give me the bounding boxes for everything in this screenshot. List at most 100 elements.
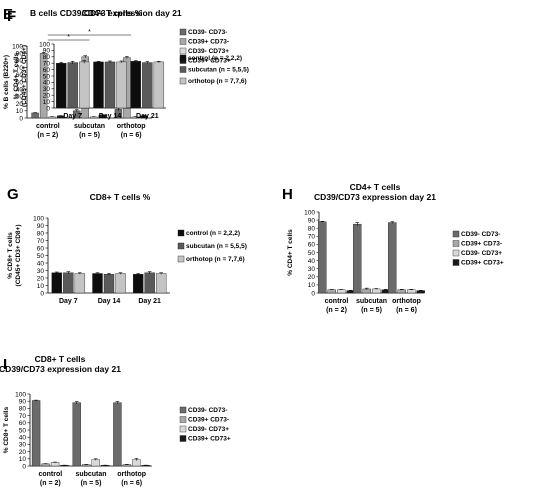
chart-title: B cells CD39/CD73 expression day 21 <box>30 8 182 18</box>
legend-label: control (n = 2,2,2) <box>186 230 240 237</box>
panel-letter-e: E <box>3 6 13 23</box>
y-tick-label: 60 <box>37 245 45 252</box>
y-tick-label: 90 <box>16 51 24 58</box>
y-tick-label: 60 <box>308 242 316 249</box>
bar <box>155 273 167 294</box>
y-tick-label: 90 <box>308 217 316 224</box>
legend-swatch <box>177 242 185 250</box>
x-tick-label: Day 7 <box>63 113 82 120</box>
y-tick-label: 30 <box>19 442 27 449</box>
chart-title: CD4+ T cells <box>350 182 401 192</box>
y-tick-label: 50 <box>43 73 51 80</box>
legend-label: subcutan (n = 5,5,5) <box>186 243 247 250</box>
y-tick-label: 100 <box>15 391 26 398</box>
y-tick-label: 70 <box>16 65 24 72</box>
significance-marker: * <box>88 29 91 36</box>
y-tick-label: 50 <box>308 250 316 257</box>
legend-label: CD39+ CD73+ <box>188 436 231 443</box>
bar <box>103 274 115 294</box>
bar <box>91 459 100 467</box>
legend-label: CD39- CD73+ <box>188 426 229 433</box>
y-tick-label: 10 <box>19 456 27 463</box>
legend-label: CD39+ CD73- <box>461 241 502 248</box>
y-tick-label: 20 <box>43 93 51 100</box>
bar <box>78 61 90 109</box>
legend-label: CD39- CD73- <box>461 231 500 238</box>
y-tick-label: 30 <box>16 94 24 101</box>
y-tick-label: 30 <box>43 86 51 93</box>
legend-label: orthotop (n = 7,7,6) <box>186 256 245 263</box>
y-tick-label: 80 <box>37 230 45 237</box>
legend-swatch <box>177 255 185 263</box>
y-tick-label: 10 <box>43 99 51 106</box>
legend-label: CD39- CD73+ <box>188 48 229 55</box>
y-tick-label: 60 <box>19 420 27 427</box>
bar <box>92 273 103 294</box>
y-tick-label: 40 <box>16 87 24 94</box>
y-tick-label: 0 <box>40 290 44 297</box>
chart-title: CD8+ T cells <box>35 354 86 364</box>
legend-label: CD39+ CD73+ <box>461 260 504 267</box>
y-tick-label: 70 <box>43 61 51 68</box>
chart-title: CD39/CD73 expression day 21 <box>0 364 121 374</box>
x-tick-label: Day 21 <box>136 113 159 120</box>
y-axis-label: % CD8+ T cells <box>3 406 10 453</box>
bar <box>372 288 381 294</box>
panel-letter-i: I <box>3 356 7 373</box>
legend-label: CD39- CD73- <box>188 29 227 36</box>
y-tick-label: 90 <box>37 223 45 230</box>
legend-swatch <box>452 240 460 247</box>
x-tick-label: orthotop <box>117 471 146 478</box>
x-tick-label: subcutan <box>75 471 106 478</box>
bar <box>144 272 155 294</box>
bar <box>74 273 86 294</box>
legend-swatch <box>452 249 460 257</box>
legend-label: CD39+ CD73+ <box>188 58 231 65</box>
y-tick-label: 80 <box>19 406 27 413</box>
x-tick-label: Day 14 <box>99 113 122 120</box>
y-tick-label: 100 <box>12 43 23 50</box>
y-tick-label: 0 <box>22 463 26 470</box>
bar <box>93 61 104 109</box>
y-tick-label: 20 <box>37 275 45 282</box>
x-tick-label: (n = 6) <box>396 307 417 314</box>
legend-swatch <box>179 406 187 414</box>
bar <box>72 402 81 467</box>
y-axis-label: % B cells (B220+) <box>3 55 10 109</box>
bar <box>353 223 362 294</box>
legend-swatch <box>179 28 187 36</box>
y-tick-label: 20 <box>308 274 316 281</box>
legend-swatch <box>179 66 187 73</box>
x-tick-label: (n = 5) <box>361 307 382 314</box>
x-tick-label: (n = 5) <box>81 480 102 487</box>
bar <box>50 462 60 467</box>
panel-i: I CD8+ T cells CD39/CD73 expression day 21… <box>0 350 275 490</box>
y-tick-label: 100 <box>39 41 50 48</box>
legend-swatch <box>177 229 185 237</box>
x-tick-label: (n = 6) <box>121 480 142 487</box>
bar <box>318 221 327 294</box>
legend-swatch <box>179 38 187 45</box>
y-tick-label: 60 <box>43 67 51 74</box>
x-tick-label: control <box>38 471 62 478</box>
bar <box>67 62 78 109</box>
y-tick-label: 80 <box>308 226 316 233</box>
bar <box>51 272 63 294</box>
y-tick-label: 50 <box>19 427 27 434</box>
y-axis-label: % CD8+ T cells <box>7 232 14 279</box>
y-tick-label: 90 <box>19 399 27 406</box>
x-tick-label: (n = 5) <box>79 132 100 139</box>
chart-title: CD8+ T cells % <box>90 192 151 202</box>
bar <box>31 400 41 467</box>
y-tick-label: 40 <box>43 80 51 87</box>
y-tick-label: 30 <box>37 268 45 275</box>
y-tick-label: 80 <box>43 54 51 61</box>
panel-letter-f: F <box>7 8 16 25</box>
x-tick-label: (n = 6) <box>121 132 142 139</box>
legend-label: CD39- CD73+ <box>461 250 502 257</box>
legend-label: CD39+ CD73- <box>188 39 229 46</box>
